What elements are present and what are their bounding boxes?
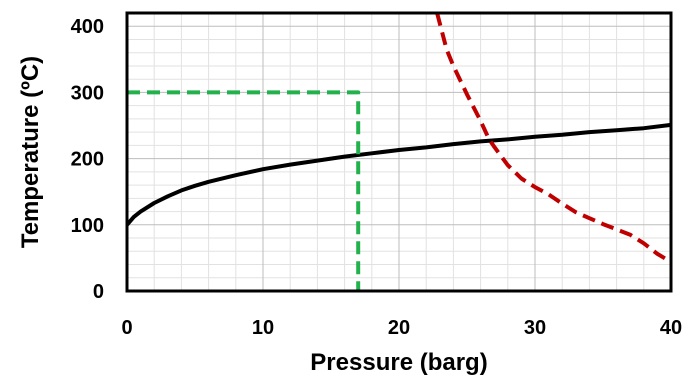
plot-frame (125, 11, 673, 293)
x-tick-label: 10 (252, 317, 274, 339)
y-axis-title: Temperature (ºC) (17, 56, 44, 248)
red-dashed-line (435, 12, 673, 264)
green-dashed-line (127, 90, 361, 291)
y-tick-label: 300 (71, 82, 104, 104)
x-tick-label: 40 (660, 317, 682, 339)
x-tick-labels: 0 10 20 30 40 (121, 317, 682, 339)
series-layer (125, 12, 673, 291)
y-tick-label: 400 (71, 16, 104, 38)
y-tick-label: 0 (93, 281, 104, 303)
x-tick-label: 30 (524, 317, 546, 339)
y-tick-label: 200 (71, 149, 104, 171)
y-tick-labels: 0 100 200 300 400 (71, 16, 104, 303)
y-tick-label: 100 (71, 215, 104, 237)
x-tick-label: 20 (388, 317, 410, 339)
x-tick-label: 0 (121, 317, 132, 339)
saturation-curve-line (125, 122, 672, 227)
x-axis-title: Pressure (barg) (310, 349, 487, 376)
